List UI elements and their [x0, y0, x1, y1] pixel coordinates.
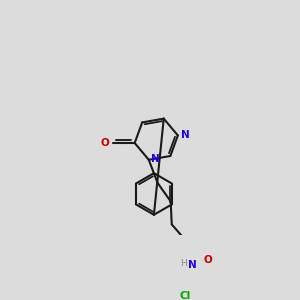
Text: N: N — [188, 260, 197, 270]
Text: H: H — [180, 259, 187, 268]
Text: N: N — [181, 130, 190, 140]
Text: O: O — [100, 138, 109, 148]
Text: Cl: Cl — [179, 291, 191, 300]
Text: O: O — [203, 255, 212, 266]
Text: N: N — [151, 154, 160, 164]
